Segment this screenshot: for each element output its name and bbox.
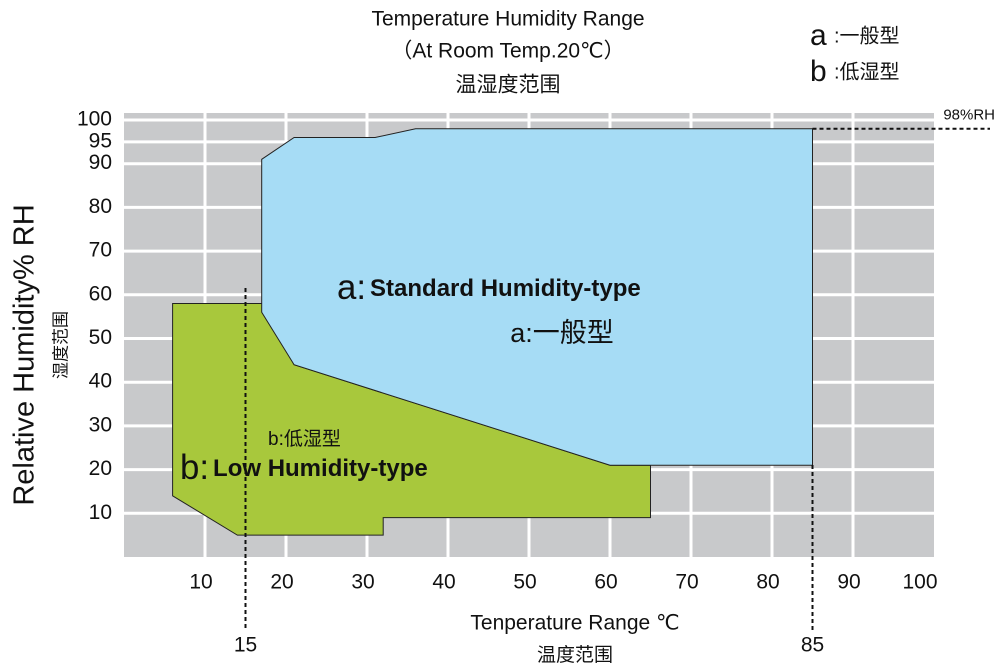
y-axis-label-cn: 湿度范围 <box>51 311 70 379</box>
y-tick-label: 30 <box>89 413 112 436</box>
reference-label: 85 <box>801 634 824 657</box>
region-label-cn: b:低湿型 <box>268 428 341 450</box>
y-tick-label: 60 <box>89 282 112 305</box>
region-label: b: Low Humidity-type <box>180 448 428 487</box>
x-tick-label: 70 <box>675 571 698 594</box>
region-label-cn: a:一般型 <box>510 318 614 348</box>
x-tick-label: 100 <box>902 571 937 594</box>
x-axis-label: Tenperature Range ℃ <box>470 612 679 635</box>
y-tick-label: 40 <box>89 370 112 393</box>
region-prefix: b: <box>180 448 209 487</box>
region-name: Standard Humidity-type <box>370 275 641 302</box>
chart-title: Temperature Humidity Range <box>371 8 644 31</box>
y-tick-label: 100 <box>77 108 112 131</box>
y-tick-label: 80 <box>89 195 112 218</box>
x-tick-label: 80 <box>756 571 779 594</box>
region-prefix: a: <box>337 268 366 307</box>
y-tick-label: 95 <box>89 129 112 152</box>
chart-subtitle: （At Room Temp.20℃） <box>391 40 624 63</box>
x-tick-label: 40 <box>432 571 455 594</box>
region <box>261 128 813 466</box>
reference-label: 98%RH <box>943 107 995 124</box>
legend-key: a <box>810 19 827 52</box>
x-axis-label-cn: 温度范围 <box>537 644 613 666</box>
x-tick-label: 30 <box>351 571 374 594</box>
region-name: Low Humidity-type <box>213 455 428 482</box>
y-tick-label: 90 <box>89 151 112 174</box>
y-tick-label: 20 <box>89 457 112 480</box>
y-tick-label: 10 <box>89 501 112 524</box>
reference-label: 15 <box>234 634 257 657</box>
x-tick-label: 20 <box>270 571 293 594</box>
x-tick-label: 10 <box>189 571 212 594</box>
chart-subtitle-cn: 温湿度范围 <box>456 74 561 97</box>
x-tick-label: 90 <box>837 571 860 594</box>
legend-label: :一般型 <box>834 24 900 47</box>
legend-key: b <box>810 55 827 88</box>
y-tick-label: 50 <box>89 326 112 349</box>
x-tick-label: 60 <box>594 571 617 594</box>
legend-label: :低湿型 <box>834 60 900 83</box>
x-tick-label: 50 <box>513 571 536 594</box>
y-axis-label: Relative Humidity% RH <box>9 204 41 505</box>
y-tick-label: 70 <box>89 239 112 262</box>
region-label: a: Standard Humidity-type <box>337 268 641 307</box>
